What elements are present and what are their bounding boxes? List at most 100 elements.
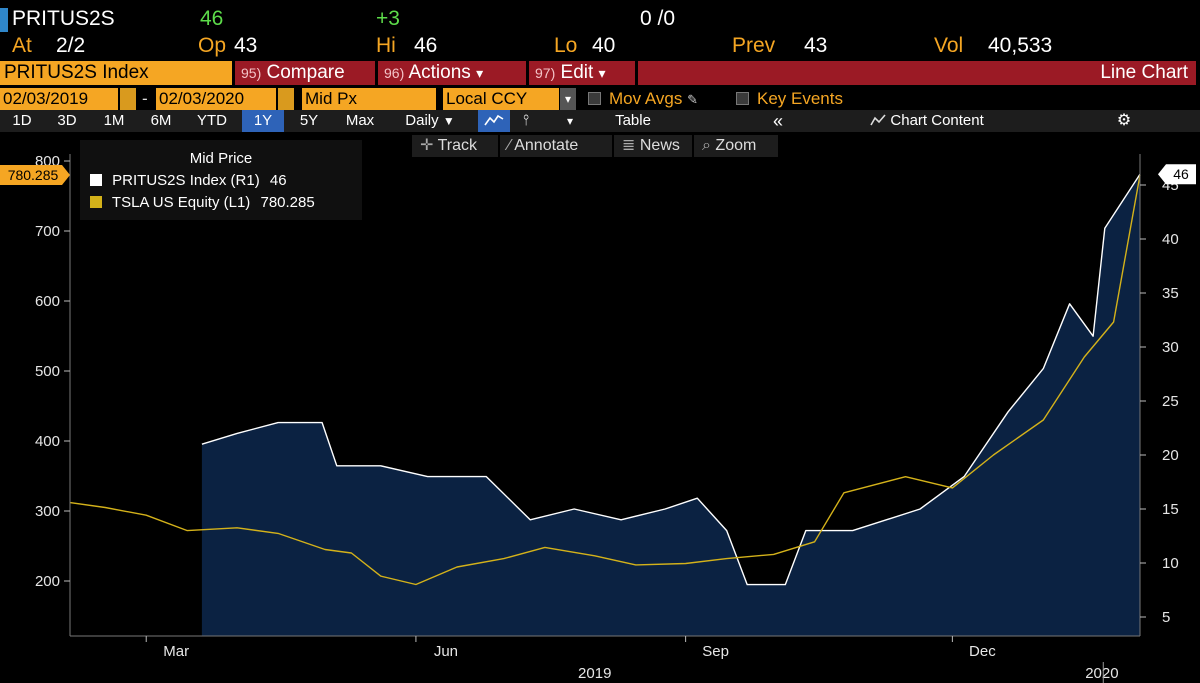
collapse-icon[interactable]: «: [772, 111, 783, 131]
mov-avgs-toggle[interactable]: Mov Avgs ✎: [588, 88, 698, 110]
mov-avgs-checkbox[interactable]: [588, 92, 601, 105]
key-events-label: Key Events: [757, 89, 843, 108]
right-axis-label: 15: [1162, 501, 1179, 518]
edit-button[interactable]: 97) Edit ▾: [529, 61, 635, 85]
x-axis-month-label: Mar: [163, 643, 189, 660]
bar-chart-icon[interactable]: ⫯: [522, 112, 530, 129]
quote-row-stats: At 2/2 Op 43 Hi 46 Lo 40 Prev 43 Vol 40,…: [0, 33, 1200, 59]
high-label: Hi: [376, 34, 396, 57]
edit-dropdown-icon: ▾: [598, 65, 606, 81]
legend-title: Mid Price: [189, 150, 253, 167]
actions-number: 96): [384, 65, 405, 81]
pencil-icon[interactable]: ✎: [687, 92, 699, 107]
range-1d[interactable]: 1D: [12, 112, 32, 129]
volume-label: Vol: [934, 34, 964, 57]
x-axis-month-label: Jun: [434, 643, 458, 660]
tsla-line: [69, 174, 1141, 586]
pritus2s-last-value-label: 46: [1173, 166, 1189, 182]
legend-tsla-value: 780.285: [260, 194, 315, 211]
at-value: 2/2: [56, 34, 86, 57]
x-axis-month-label: Dec: [969, 643, 996, 660]
frequency-dropdown-icon: ▼: [442, 114, 455, 128]
last-price: 46: [200, 7, 224, 30]
bid-ask: 0 /0: [640, 7, 676, 30]
legend-pritus2s-label: PRITUS2S Index (R1): [112, 172, 260, 189]
magnifier-icon: ⌕: [702, 137, 711, 154]
zoom-button[interactable]: ⌕ Zoom: [694, 135, 778, 157]
pritus2s-last-value-badge: [1158, 164, 1196, 185]
compare-number: 95): [241, 65, 262, 81]
key-events-toggle[interactable]: Key Events: [736, 88, 843, 110]
line-chart-icon[interactable]: [478, 110, 510, 132]
legend-item-tsla[interactable]: TSLA US Equity (L1) 780.285: [90, 194, 315, 211]
right-axis-label: 35: [1162, 285, 1179, 302]
right-axis-label: 30: [1162, 339, 1179, 356]
news-icon: ≣: [622, 137, 636, 154]
pritus2s-area: [201, 174, 1140, 636]
legend-swatch-white: [90, 174, 102, 186]
actions-dropdown-icon: ▾: [476, 65, 484, 81]
x-axis-year-label: 2020: [1085, 665, 1118, 682]
range-6m[interactable]: 6M: [150, 112, 172, 129]
compare-label: Compare: [266, 62, 345, 83]
key-events-checkbox[interactable]: [736, 92, 749, 105]
price-field-select[interactable]: Mid Px: [302, 88, 436, 110]
range-1y[interactable]: 1Y: [242, 110, 284, 132]
price-change: +3: [376, 7, 400, 30]
tsla-series-line: [69, 174, 1141, 586]
range-max[interactable]: Max: [345, 112, 375, 129]
news-button[interactable]: ≣ News: [614, 135, 692, 157]
legend-item-pritus2s[interactable]: PRITUS2S Index (R1) 46: [90, 172, 287, 189]
annotate-line-icon: ⁄: [508, 137, 511, 154]
crosshair-icon: ✛: [420, 137, 434, 154]
frequency-select[interactable]: Daily ▼: [390, 110, 470, 132]
range-1m[interactable]: 1M: [103, 112, 125, 129]
low-value: 40: [592, 34, 616, 57]
chart-content-icon: [870, 114, 886, 126]
news-label: News: [639, 137, 680, 154]
chart-content-button[interactable]: Chart Content: [852, 110, 1002, 132]
security-field[interactable]: PRITUS2S Index: [0, 61, 232, 85]
range-5y[interactable]: 5Y: [299, 112, 319, 129]
currency-dropdown-icon[interactable]: ▾: [560, 88, 576, 110]
end-calendar-icon[interactable]: [278, 88, 294, 110]
ticker-symbol[interactable]: PRITUS2S: [12, 7, 115, 30]
chart-style-dropdown-icon[interactable]: ▾: [566, 114, 574, 128]
track-button[interactable]: ✛ Track: [412, 135, 498, 157]
chart-type-label[interactable]: Line Chart: [638, 61, 1196, 85]
settings-gear-icon[interactable]: ⚙: [1116, 112, 1132, 129]
date-row: 02/03/2019 - 02/03/2020 Mid Px Local CCY…: [0, 88, 1200, 110]
tsla-last-value-badge: [0, 165, 70, 185]
actions-button[interactable]: 96) Actions ▾: [378, 61, 526, 85]
range-row: 1D 3D 1M 6M YTD 1Y 5Y Max Daily ▼ ⫯ ▾ Ta…: [0, 110, 1200, 132]
start-date-field[interactable]: 02/03/2019: [0, 88, 118, 110]
open-label: Op: [198, 34, 227, 57]
start-calendar-icon[interactable]: [120, 88, 136, 110]
pritus2s-line: [201, 173, 1141, 586]
annotate-label: Annotate: [514, 137, 579, 154]
volume-value: 40,533: [988, 34, 1053, 57]
range-3d[interactable]: 3D: [57, 112, 77, 129]
zoom-label: Zoom: [715, 137, 757, 154]
range-ytd[interactable]: YTD: [197, 112, 227, 129]
pritus2s-area-fill: [201, 174, 1140, 636]
legend-pritus2s-value: 46: [269, 172, 287, 189]
high-value: 46: [414, 34, 438, 57]
date-dash: -: [142, 89, 148, 108]
compare-button[interactable]: 95) Compare: [235, 61, 375, 85]
prev-label: Prev: [732, 34, 776, 57]
left-axis-label: 200: [35, 573, 60, 590]
annotate-button[interactable]: ⁄ Annotate: [500, 135, 612, 157]
actions-label: Actions: [408, 62, 471, 83]
table-button[interactable]: Table: [615, 112, 651, 129]
frequency-label: Daily: [405, 112, 439, 129]
end-date-field[interactable]: 02/03/2020: [156, 88, 276, 110]
chart-content-label: Chart Content: [890, 112, 984, 129]
legend-tsla-label: TSLA US Equity (L1): [111, 194, 251, 211]
track-label: Track: [437, 137, 477, 154]
tsla-last-value-label: 780.285: [8, 167, 59, 183]
left-axis-label: 500: [35, 363, 60, 380]
quote-row-top: PRITUS2S 46 +3 0 /0: [0, 6, 1200, 32]
currency-select[interactable]: Local CCY: [443, 88, 559, 110]
